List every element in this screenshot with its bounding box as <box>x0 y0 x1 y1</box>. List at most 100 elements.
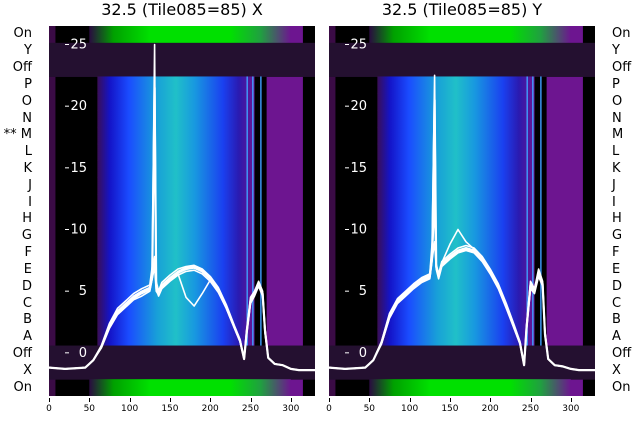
heatmap-row <box>97 244 255 262</box>
x-tick-label: 150 <box>441 404 459 414</box>
x-tick-label: 300 <box>562 404 580 414</box>
row-label: H <box>612 211 622 227</box>
row-labels-left: On Y Off P O N ** M L K J I H G F E D C B A Off X On <box>0 26 32 396</box>
x-tick-label: 200 <box>481 404 499 414</box>
streak-line <box>532 76 534 346</box>
row-label: C <box>22 295 32 311</box>
heatmap-row <box>97 328 255 347</box>
edge-band-left <box>329 26 336 396</box>
heatmap-row <box>377 143 535 162</box>
heatmap-row <box>97 227 255 246</box>
y-tick-label: 15 <box>350 161 367 176</box>
y-tick-label: 5 <box>359 284 367 299</box>
x-tick-label: 150 <box>161 404 179 414</box>
x-tick-label: 300 <box>282 404 300 414</box>
y-tick-label: 20 <box>70 99 87 114</box>
x-tick-mark <box>409 398 411 402</box>
heatmap-row <box>97 311 255 330</box>
row-label: K <box>612 160 621 176</box>
heatmap-row <box>89 379 291 396</box>
x-tick-label: 0 <box>326 404 332 414</box>
row-label: ** M <box>3 127 32 143</box>
row-label: D <box>612 278 623 294</box>
row-label: E <box>612 261 621 277</box>
x-tick-mark <box>129 398 131 402</box>
row-label: L <box>612 144 620 160</box>
plot-panel-x: 0 5 10 15 20 25 <box>49 26 315 396</box>
row-label: P <box>24 76 32 92</box>
heatmap-row <box>49 362 315 380</box>
edge-band-right <box>546 26 583 396</box>
row-label: J <box>28 177 32 193</box>
heatmap-row <box>377 311 535 330</box>
row-label: B <box>612 312 621 328</box>
plot-svg-x: 0 5 10 15 20 25 <box>49 26 315 396</box>
edge-band-left <box>49 26 56 396</box>
heatmap-row <box>97 126 255 145</box>
heatmap-row <box>377 211 535 229</box>
y-tick-label: 20 <box>350 99 367 114</box>
row-label: I <box>612 194 616 210</box>
row-label: Off <box>12 60 32 76</box>
series-line <box>329 241 595 371</box>
heatmap-row <box>49 345 315 363</box>
x-tick-label: 0 <box>46 404 52 414</box>
heatmap-row <box>369 26 571 44</box>
heatmap-row <box>97 177 255 195</box>
x-tick-label: 100 <box>121 404 139 414</box>
streak-line <box>526 76 528 346</box>
heatmap-row <box>377 261 535 279</box>
heatmap-row <box>49 59 315 77</box>
heatmap-row <box>97 278 255 296</box>
x-axis-ticks-y: 0 50 100 150 200 250 300 <box>326 398 595 428</box>
edge-band-right <box>266 26 303 396</box>
heatmap-row <box>377 160 535 178</box>
x-axis-ticks-x: 0 50 100 150 200 250 300 <box>46 398 315 428</box>
plot-svg-y: 0 5 10 15 20 25 <box>329 26 595 396</box>
heatmap-row <box>97 76 255 94</box>
row-label: Off <box>12 345 32 361</box>
row-label: On <box>612 379 631 395</box>
row-label: N <box>22 110 32 126</box>
row-label: E <box>23 261 32 277</box>
x-tick-mark <box>49 398 50 402</box>
row-label: M <box>612 127 624 143</box>
heatmap-row <box>97 295 255 313</box>
row-label: P <box>612 76 620 92</box>
chart-title-x: 32.5 (Tile085=85) X <box>101 0 263 19</box>
row-label: D <box>21 278 32 294</box>
x-tick-label: 250 <box>521 404 540 414</box>
y-tick-label: 15 <box>70 161 87 176</box>
chart-title-y: 32.5 (Tile085=85) Y <box>381 0 543 19</box>
row-label: A <box>23 329 32 345</box>
heatmap-row <box>377 93 535 111</box>
row-label: On <box>13 26 32 42</box>
heatmap-row <box>377 110 535 128</box>
row-label: Off <box>612 60 632 76</box>
heatmap-row <box>329 362 595 380</box>
heatmap-row <box>377 76 535 94</box>
streak-line <box>540 76 542 346</box>
row-label: A <box>612 329 621 345</box>
heatmap-row <box>329 59 595 77</box>
y-tick-label: 25 <box>350 38 367 53</box>
row-label: N <box>612 110 622 126</box>
x-tick-label: 200 <box>201 404 219 414</box>
plot-panel-y: 0 5 10 15 20 25 <box>329 26 595 396</box>
x-tick-mark <box>250 398 252 402</box>
heatmap-row <box>97 93 255 111</box>
x-tick-label: 250 <box>241 404 260 414</box>
row-label: On <box>13 379 32 395</box>
heatmap-row <box>97 194 255 212</box>
y-tick-label: 25 <box>70 38 87 53</box>
row-labels-right: On Y Off P O N M L K J I H G F E D C B A Off X On <box>612 26 640 396</box>
row-label: X <box>23 362 32 378</box>
row-label: G <box>612 228 623 244</box>
heatmap-row <box>329 42 595 61</box>
x-tick-mark <box>530 398 532 402</box>
heatmap-row <box>329 345 595 363</box>
heatmap-row <box>377 278 535 296</box>
x-tick-label: 50 <box>363 404 376 414</box>
heatmap-row <box>377 227 535 246</box>
x-tick-mark <box>369 398 371 402</box>
